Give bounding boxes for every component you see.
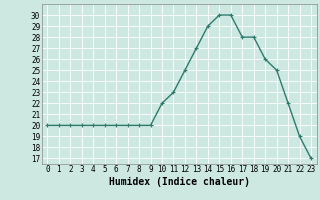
X-axis label: Humidex (Indice chaleur): Humidex (Indice chaleur) (109, 177, 250, 187)
